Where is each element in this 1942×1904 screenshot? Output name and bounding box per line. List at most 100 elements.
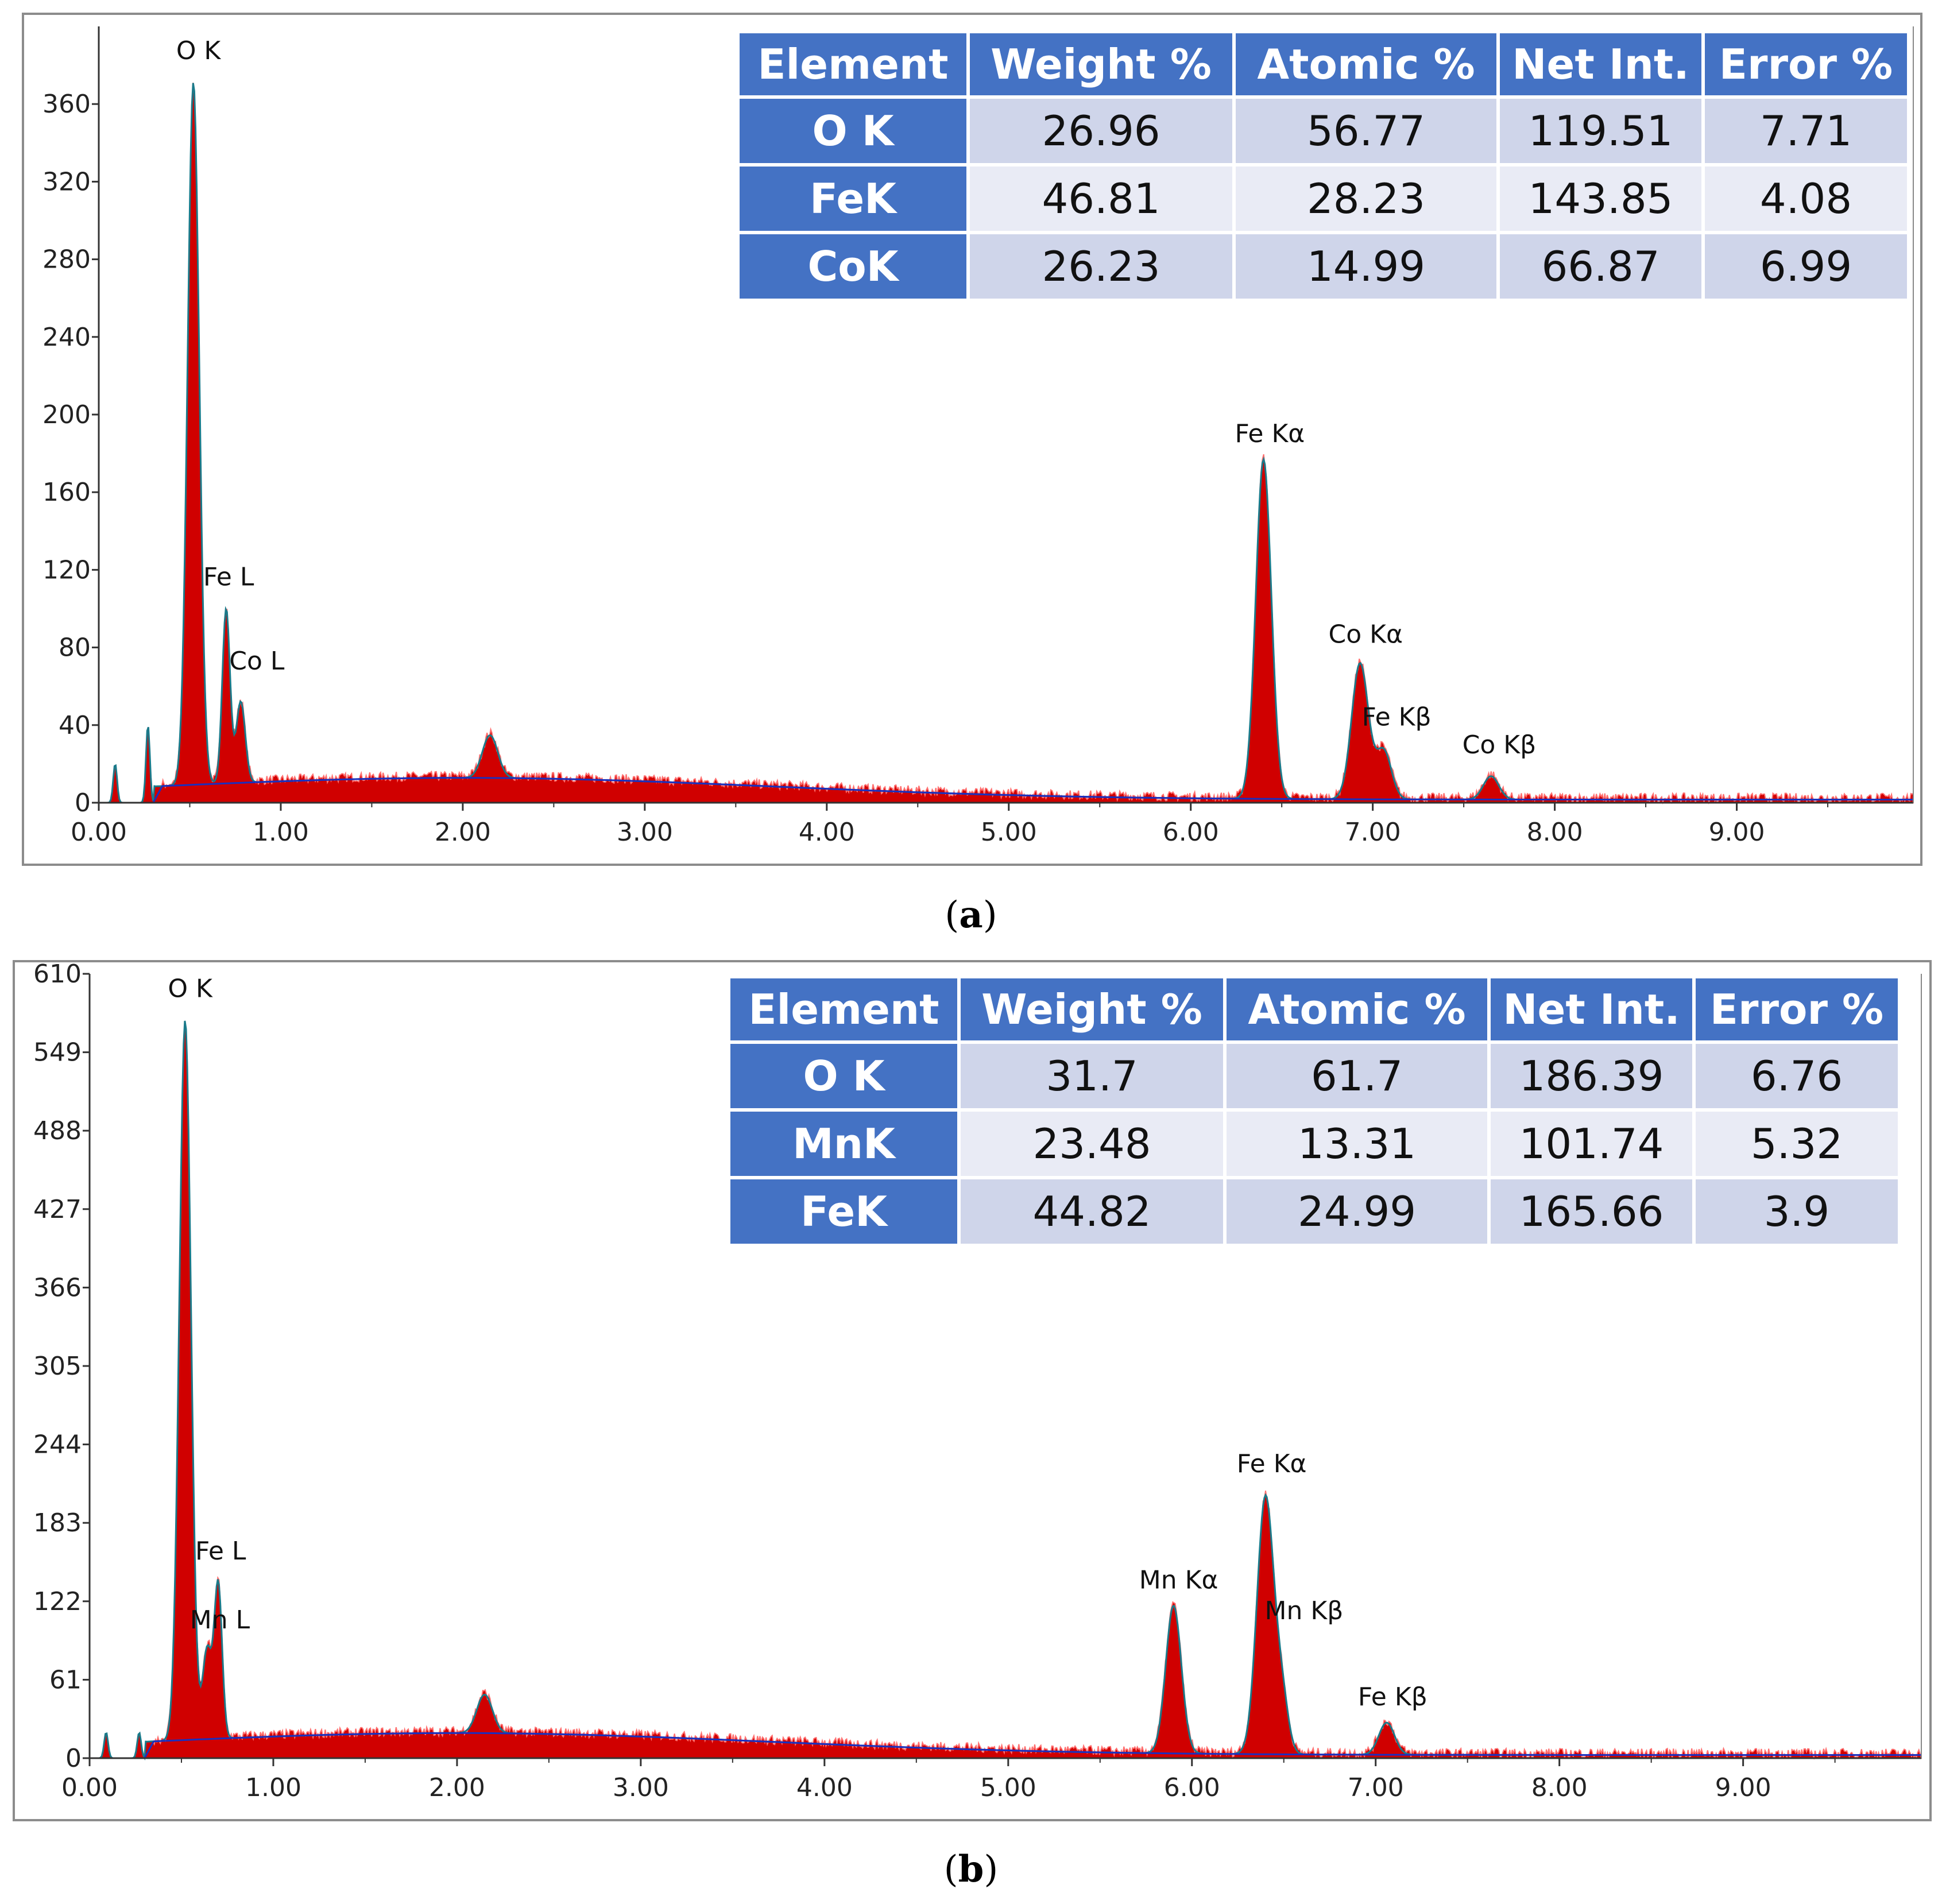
x-tick-label: 8.00: [1531, 1773, 1588, 1802]
y-tick-label: 80: [59, 633, 91, 663]
x-tick-label: 9.00: [1709, 818, 1765, 847]
element-cell: FeK: [730, 1179, 957, 1244]
error-cell: 6.99: [1705, 234, 1907, 299]
weight-cell: 44.82: [961, 1179, 1223, 1244]
net-int-cell: 165.66: [1491, 1179, 1692, 1244]
x-tick-label: 8.00: [1527, 818, 1583, 847]
header-element: Element: [730, 978, 957, 1040]
peak-label: Fe L: [195, 1537, 246, 1566]
y-tick-label: 244: [33, 1430, 82, 1460]
element-cell: O K: [740, 99, 966, 163]
y-tick-label: 549: [33, 1038, 82, 1067]
net-int-cell: 66.87: [1500, 234, 1701, 299]
y-tick-label: 610: [33, 959, 82, 989]
y-tick-label: 40: [59, 711, 91, 740]
y-tick-label: 488: [33, 1116, 82, 1146]
atomic-cell: 28.23: [1236, 167, 1496, 231]
x-tick-label: 6.00: [1164, 1773, 1220, 1802]
atomic-cell: 24.99: [1227, 1179, 1487, 1244]
x-tick-label: 4.00: [799, 818, 855, 847]
net-int-cell: 143.85: [1500, 167, 1701, 231]
atomic-cell: 13.31: [1227, 1112, 1487, 1176]
eds-panel-a: 0.00 1.00 2.00 3.00 4.00 5.00 6.00 7.00 8.00 9.00…: [22, 13, 1922, 866]
net-int-cell: 186.39: [1491, 1044, 1692, 1108]
peak-label: Fe Kα: [1237, 1449, 1307, 1479]
header-error: Error %: [1696, 978, 1898, 1040]
caption-b: (b): [943, 1848, 999, 1891]
peak-label: Fe L: [203, 562, 254, 591]
eds-panel-b: 0.00 1.00 2.00 3.00 4.00 5.00 6.00 7.00 8.00 9.00…: [13, 959, 1932, 1821]
header-net-int: Net Int.: [1491, 978, 1692, 1040]
element-cell: CoK: [740, 234, 966, 299]
header-atomic: Atomic %: [1236, 33, 1496, 95]
table-header-row: Element Weight % Atomic % Net Int. Error…: [740, 33, 1907, 95]
atomic-cell: 14.99: [1236, 234, 1496, 299]
weight-cell: 26.96: [970, 99, 1232, 163]
peak-label: O K: [176, 36, 222, 65]
header-atomic: Atomic %: [1227, 978, 1487, 1040]
error-cell: 3.9: [1696, 1179, 1898, 1244]
header-weight: Weight %: [961, 978, 1223, 1040]
header-element: Element: [740, 33, 966, 95]
x-tick-label: 0.00: [71, 818, 127, 847]
caption-label-b: b: [958, 1848, 984, 1891]
net-int-cell: 101.74: [1491, 1112, 1692, 1176]
x-tick-label: 7.00: [1345, 818, 1401, 847]
header-weight: Weight %: [970, 33, 1232, 95]
eds-spectrum-b: 0.00 1.00 2.00 3.00 4.00 5.00 6.00 7.00 8.00 9.00…: [33, 959, 1922, 1802]
x-tick-label: 5.00: [980, 1773, 1036, 1802]
x-tick-label: 2.00: [435, 818, 491, 847]
x-tick-label: 4.00: [796, 1773, 853, 1802]
x-tick-label: 3.00: [617, 818, 673, 847]
table-row: CoK 26.23 14.99 66.87 6.99: [740, 234, 1907, 299]
y-tick-label: 280: [42, 245, 91, 274]
background-curve: [99, 777, 1913, 804]
error-cell: 6.76: [1696, 1044, 1898, 1108]
peak-label: Fe Kα: [1235, 419, 1305, 448]
weight-cell: 46.81: [970, 167, 1232, 231]
y-tick-label: 0: [75, 788, 91, 818]
x-tick-label: 9.00: [1715, 1773, 1771, 1802]
x-tick-label: 0.00: [61, 1773, 118, 1802]
header-net-int: Net Int.: [1500, 33, 1701, 95]
y-tick-label: 183: [33, 1508, 82, 1538]
y-tick-label: 427: [33, 1195, 82, 1224]
x-tick-label: 2.00: [429, 1773, 485, 1802]
atomic-cell: 56.77: [1236, 99, 1496, 163]
peak-label: Fe Kβ: [1358, 1682, 1428, 1712]
y-tick-label: 305: [33, 1352, 82, 1381]
y-tick-label: 200: [42, 400, 91, 429]
composition-table-b: Element Weight % Atomic % Net Int. Error…: [727, 975, 1901, 1247]
header-error: Error %: [1705, 33, 1907, 95]
peak-label: Co Kα: [1328, 620, 1403, 649]
y-tick-label: 61: [49, 1665, 82, 1694]
caption-a: (a): [945, 893, 997, 936]
y-tick-label: 120: [42, 555, 91, 585]
x-tick-label: 5.00: [981, 818, 1037, 847]
peak-label: Mn Kα: [1139, 1565, 1218, 1595]
atomic-cell: 61.7: [1227, 1044, 1487, 1108]
peak-label: Mn L: [190, 1605, 250, 1635]
peak-label: Co Kβ: [1463, 730, 1537, 760]
peak-label: O K: [168, 974, 213, 1003]
element-cell: O K: [730, 1044, 957, 1108]
weight-cell: 26.23: [970, 234, 1232, 299]
eds-spectrum-a: 0.00 1.00 2.00 3.00 4.00 5.00 6.00 7.00 8.00 9.00…: [42, 26, 1914, 847]
element-cell: FeK: [740, 167, 966, 231]
table-row: O K 31.7 61.7 186.39 6.76: [730, 1044, 1898, 1108]
caption-label-a: a: [959, 893, 983, 936]
table-header-row: Element Weight % Atomic % Net Int. Error…: [730, 978, 1898, 1040]
element-cell: MnK: [730, 1112, 957, 1176]
table-row: O K 26.96 56.77 119.51 7.71: [740, 99, 1907, 163]
table-row: MnK 23.48 13.31 101.74 5.32: [730, 1112, 1898, 1176]
y-tick-label: 320: [42, 167, 91, 196]
x-tick-label: 6.00: [1163, 818, 1219, 847]
table-row: FeK 44.82 24.99 165.66 3.9: [730, 1179, 1898, 1244]
spectrum-area: [99, 82, 1914, 805]
peak-label: Fe Kβ: [1362, 702, 1432, 732]
table-row: FeK 46.81 28.23 143.85 4.08: [740, 167, 1907, 231]
error-cell: 4.08: [1705, 167, 1907, 231]
composition-table-a: Element Weight % Atomic % Net Int. Error…: [736, 30, 1910, 302]
y-tick-label: 0: [65, 1744, 82, 1773]
x-tick-label: 1.00: [245, 1773, 301, 1802]
